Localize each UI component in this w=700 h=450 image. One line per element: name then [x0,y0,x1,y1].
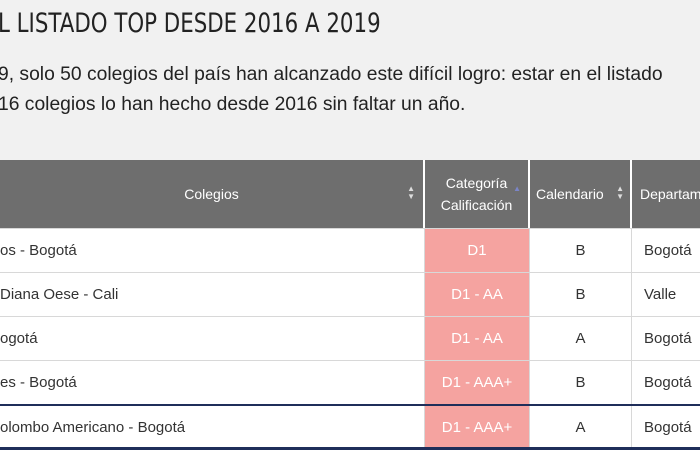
cell-categoria: D1 - AAA+ [425,406,530,448]
sort-icon-active[interactable]: ▲▼ [513,184,521,193]
cell-departamento: Bogotá [644,374,692,391]
table-row[interactable]: es - Bogotá D1 - AAA+ B Bogotá [0,360,700,404]
column-header-colegios[interactable]: Colegios ▲ ▼ [0,160,425,228]
cell-colegio: Diana Oese - Cali [0,273,425,316]
column-header-categoria[interactable]: Categoría Calificación ▲▼ [425,160,530,228]
schools-table: Colegios ▲▼ Categoría Calificación ▲▼ Ca… [0,160,700,450]
cell-calendario: A [530,406,632,448]
table-header: Colegios ▲▼ Categoría Calificación ▲▼ Ca… [0,160,700,228]
cell-colegio: es - Bogotá [0,361,425,404]
column-label-colegios: Colegios [184,186,239,202]
cell-colegio: ogotá [0,317,425,360]
intro-text: 9, solo 50 colegios del país han alcanza… [0,60,663,120]
intro-line-1: 9, solo 50 colegios del país han alcanza… [0,64,663,85]
table-row-hovered[interactable]: olombo Americano - Bogotá D1 - AAA+ A Bo… [0,404,700,448]
page-title: L LISTADO TOP DESDE 2016 A 2019 [0,8,381,39]
cell-departamento: Bogotá [644,242,692,259]
cell-calendario: B [530,361,632,404]
cell-departamento: Valle [644,286,677,303]
cell-categoria: D1 - AA [425,273,530,316]
cell-categoria: D1 - AA [425,317,530,360]
column-header-departamento[interactable]: Departam [632,160,700,228]
column-label-departamento: Departam [640,186,700,202]
column-label-calificacion: Calificación [440,197,513,213]
column-label-categoria: Categoría [445,175,508,191]
cell-calendario: B [530,273,632,316]
intro-line-2: 16 colegios lo han hecho desde 2016 sin … [0,94,466,115]
table-row[interactable]: os - Bogotá D1 B Bogotá [0,228,700,272]
cell-categoria: D1 [425,229,530,272]
cell-calendario: A [530,317,632,360]
sort-icon[interactable]: ▲ ▼ [616,184,624,201]
table-row[interactable]: ogotá D1 - AA A Bogotá [0,316,700,360]
column-header-calendario[interactable]: Calendario ▲ ▼ [530,160,632,228]
row-highlight-border [0,447,700,450]
cell-departamento: Bogotá [644,330,692,347]
cell-calendario: B [530,229,632,272]
column-label-calendario: Calendario [536,186,604,202]
cell-colegio: olombo Americano - Bogotá [0,406,425,448]
cell-categoria: D1 - AAA+ [425,361,530,404]
table-row[interactable]: Diana Oese - Cali D1 - AA B Valle [0,272,700,316]
sort-icon[interactable]: ▲ ▼ [407,184,415,201]
cell-departamento: Bogotá [644,418,692,436]
cell-colegio: os - Bogotá [0,229,425,272]
